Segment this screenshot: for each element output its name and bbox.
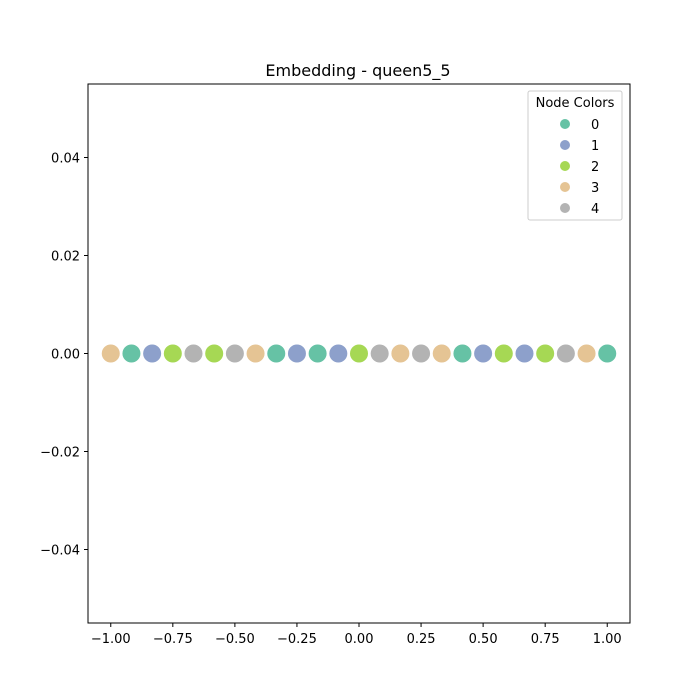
y-tick-label: −0.02: [40, 446, 80, 461]
data-point: [287, 344, 306, 363]
data-point: [556, 344, 575, 363]
legend-entries: 0 1 2 3 4: [560, 118, 599, 217]
y-tick-label: 0.04: [51, 152, 80, 167]
data-point: [350, 344, 368, 363]
data-point: [474, 344, 493, 363]
legend-box: [527, 90, 623, 221]
data-point: [163, 344, 182, 363]
legend-label: 0: [591, 118, 599, 133]
y-tick-label: −0.04: [40, 544, 80, 559]
data-point: [225, 344, 244, 363]
data-point: [494, 344, 513, 363]
data-point: [412, 344, 431, 363]
x-tick-label: 0.00: [345, 632, 374, 647]
x-tick-label: −0.50: [215, 632, 255, 647]
x-axis: −1.00 −0.75 −0.50 −0.25 0.00 0.25 0.50 0.75 1.00: [91, 623, 622, 647]
data-point: [577, 344, 596, 363]
data-point: [370, 344, 389, 363]
x-tick-label: 0.25: [407, 632, 436, 647]
legend-marker: [560, 140, 570, 150]
data-point: [308, 344, 327, 363]
x-tick-label: 1.00: [593, 632, 622, 647]
x-tick-label: −0.25: [277, 632, 317, 647]
x-tick-label: 0.75: [531, 632, 560, 647]
data-point: [143, 344, 162, 363]
data-point: [536, 344, 555, 363]
data-point: [453, 344, 472, 363]
data-point: [184, 344, 203, 363]
data-point: [598, 344, 617, 363]
y-tick-label: 0.02: [51, 250, 80, 265]
points-layer: [101, 344, 617, 363]
x-tick-label: −0.75: [153, 632, 193, 647]
data-point: [122, 344, 141, 363]
legend-label: 4: [591, 202, 599, 217]
y-tick-label: 0.00: [51, 348, 80, 363]
data-point: [246, 344, 265, 363]
data-point: [515, 344, 534, 363]
data-point: [432, 344, 451, 363]
chart-title: Embedding - queen5_5: [265, 61, 450, 81]
data-point: [391, 344, 410, 363]
x-tick-label: 0.50: [469, 632, 498, 647]
data-point: [205, 344, 224, 363]
legend-marker: [560, 161, 570, 171]
legend: Node Colors 0 1 2 3 4: [527, 90, 623, 221]
legend-title: Node Colors: [536, 96, 615, 111]
data-point: [267, 344, 286, 363]
data-point: [101, 344, 120, 363]
legend-marker: [560, 119, 570, 129]
y-axis: −0.04 −0.02 0.00 0.02 0.04: [40, 152, 88, 559]
x-tick-label: −1.00: [91, 632, 131, 647]
legend-label: 3: [591, 181, 599, 196]
legend-label: 2: [591, 160, 599, 175]
data-point: [329, 344, 348, 363]
legend-marker: [560, 182, 570, 192]
legend-label: 1: [591, 139, 599, 154]
legend-marker: [560, 203, 570, 213]
